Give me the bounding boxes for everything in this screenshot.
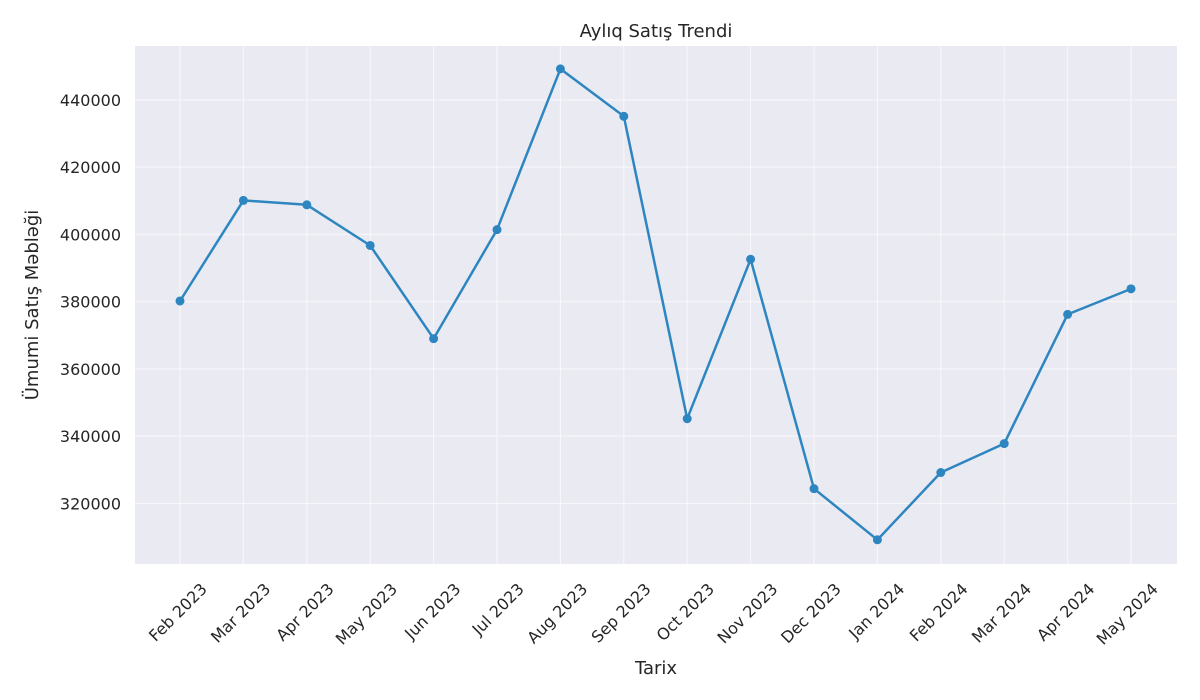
y-tick-labels: 320000 340000 360000 380000 400000 420000 4400… (60, 91, 121, 514)
x-tick-label: Jul 2023 (468, 579, 528, 639)
data-point (429, 334, 439, 344)
data-point (238, 195, 248, 205)
data-point (619, 111, 629, 121)
y-tick-label: 420000 (60, 158, 121, 177)
data-point (365, 240, 375, 250)
x-tick-label: May 2024 (1093, 579, 1162, 648)
y-axis-label: Ümumi Satış Məbləği (21, 210, 43, 401)
x-tick-label: Feb 2023 (145, 579, 211, 645)
y-tick-label: 380000 (60, 293, 121, 312)
data-point (1063, 309, 1073, 319)
series-group (175, 64, 1136, 545)
y-tick-label: 340000 (60, 427, 121, 446)
x-gridlines (179, 46, 1132, 564)
x-tick-label: Feb 2024 (906, 579, 972, 645)
x-tick-label: Apr 2024 (1033, 579, 1098, 644)
y-tick-label: 440000 (60, 91, 121, 110)
y-tick-label: 320000 (60, 494, 121, 513)
data-point (302, 200, 312, 210)
x-tick-label: Jan 2024 (844, 579, 908, 643)
y-tick-label: 400000 (60, 225, 121, 244)
data-point (746, 254, 756, 264)
data-point (936, 468, 946, 478)
data-point (555, 64, 565, 74)
plot-area (135, 46, 1177, 564)
x-axis-label: Tarix (634, 658, 677, 679)
y-gridlines (135, 99, 1177, 504)
data-point (1126, 284, 1136, 294)
x-tick-label: Sep 2023 (587, 579, 654, 646)
x-tick-label: Jun 2023 (400, 579, 464, 643)
x-tick-label: Mar 2023 (207, 579, 274, 646)
data-point (809, 484, 819, 494)
x-tick-label: Dec 2023 (777, 579, 845, 647)
data-point (492, 225, 502, 235)
x-tick-label: Nov 2023 (714, 579, 782, 647)
chart-title: Aylıq Satış Trendi (580, 21, 733, 42)
x-tick-label: Mar 2024 (968, 579, 1035, 646)
x-tick-label: Oct 2023 (653, 579, 718, 644)
data-point (872, 535, 882, 545)
data-point (175, 296, 185, 306)
x-tick-label: Aug 2023 (523, 579, 591, 647)
data-point (682, 414, 692, 424)
y-tick-label: 360000 (60, 360, 121, 379)
x-tick-label: May 2023 (332, 579, 401, 648)
x-tick-label: Apr 2023 (272, 579, 337, 644)
series-line (178, 67, 1132, 542)
data-point (999, 439, 1009, 449)
